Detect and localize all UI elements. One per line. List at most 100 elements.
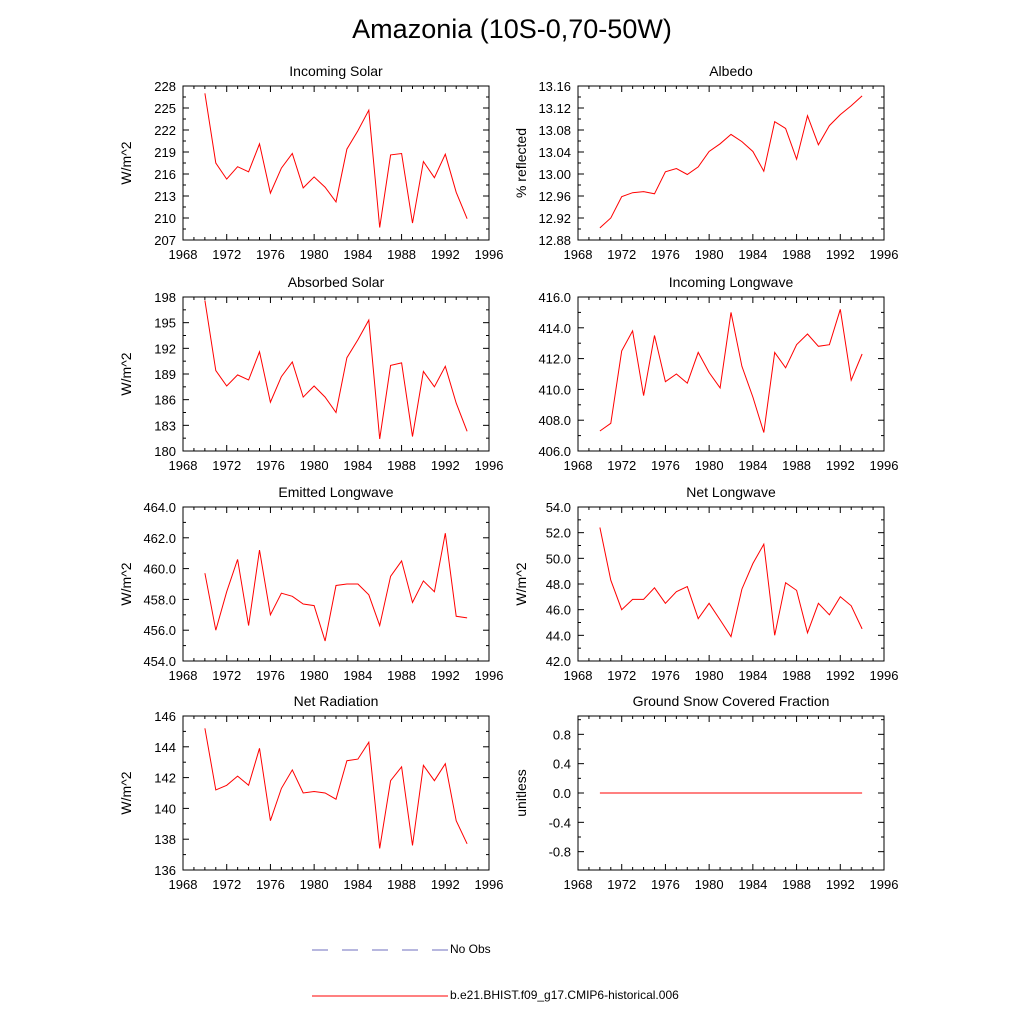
x-tick-label: 1968	[169, 247, 198, 262]
x-tick-label: 1996	[475, 877, 504, 892]
x-tick-label: 1972	[212, 458, 241, 473]
y-tick-label: 454.0	[143, 654, 176, 669]
legend-model-label: b.e21.BHIST.f09_g17.CMIP6-historical.006	[450, 988, 679, 1002]
panel-8: 1968 1972 1976 1980 1984 1988 1992 1996 -0.8 -0.4…	[513, 693, 898, 892]
y-tick-label: 13.00	[538, 167, 571, 182]
plot-frame	[182, 85, 490, 241]
x-tick-label: 1976	[256, 668, 285, 683]
panel-2: 1968 1972 1976 1980 1984 1988 1992 1996 12.88 12.…	[513, 63, 898, 262]
panel-title: Net Longwave	[686, 484, 776, 500]
y-tick-label: 406.0	[538, 444, 571, 459]
x-tick-label: 1972	[607, 247, 636, 262]
x-tick-label: 1984	[343, 247, 372, 262]
y-axis-label: unitless	[513, 769, 529, 816]
y-tick-label: 48.0	[546, 577, 571, 592]
x-tick-label: 1984	[343, 668, 372, 683]
panel-3: 1968 1972 1976 1980 1984 1988 1992 1996 180 183 18…	[118, 274, 503, 473]
x-tick-label: 1972	[212, 877, 241, 892]
x-tick-label: 1996	[870, 668, 899, 683]
y-tick-label: 50.0	[546, 551, 571, 566]
y-tick-label: 192	[154, 341, 176, 356]
y-axis-label: W/m^2	[513, 562, 529, 605]
y-tick-label: 180	[154, 444, 176, 459]
x-tick-label: 1980	[695, 458, 724, 473]
x-tick-label: 1992	[431, 668, 460, 683]
panel-4: 1968 1972 1976 1980 1984 1988 1992 1996 406.0 408…	[538, 274, 898, 473]
x-tick-label: 1968	[564, 877, 593, 892]
y-tick-label: 412.0	[538, 352, 571, 367]
y-tick-label: 142	[154, 771, 176, 786]
y-tick-label: 0.4	[553, 757, 571, 772]
x-tick-label: 1984	[738, 458, 767, 473]
y-axis-label: W/m^2	[118, 771, 134, 814]
series-line	[599, 527, 863, 638]
y-tick-label: 44.0	[546, 628, 571, 643]
y-tick-label: 13.04	[538, 145, 571, 160]
x-tick-label: 1972	[212, 247, 241, 262]
y-tick-label: 13.12	[538, 101, 571, 116]
series-line	[204, 728, 468, 849]
y-axis-label: W/m^2	[118, 352, 134, 395]
x-tick-label: 1980	[695, 668, 724, 683]
plot-frame	[577, 85, 885, 241]
x-tick-label: 1972	[607, 458, 636, 473]
x-tick-label: 1980	[695, 247, 724, 262]
x-tick-label: 1980	[300, 877, 329, 892]
panel-6: 1968 1972 1976 1980 1984 1988 1992 1996 42.0 44.0…	[513, 484, 898, 683]
y-tick-label: 414.0	[538, 321, 571, 336]
x-tick-label: 1972	[212, 668, 241, 683]
page-title: Amazonia (10S-0,70-50W)	[352, 14, 672, 44]
x-tick-label: 1968	[564, 668, 593, 683]
y-tick-label: 186	[154, 393, 176, 408]
series-line	[599, 309, 863, 433]
x-tick-label: 1988	[387, 668, 416, 683]
x-tick-label: 1980	[300, 247, 329, 262]
x-tick-label: 1980	[300, 458, 329, 473]
x-tick-label: 1972	[607, 668, 636, 683]
x-tick-label: 1980	[300, 668, 329, 683]
x-tick-label: 1980	[695, 877, 724, 892]
y-tick-label: 52.0	[546, 526, 571, 541]
y-tick-label: 146	[154, 709, 176, 724]
x-tick-label: 1976	[651, 458, 680, 473]
panel-title: Net Radiation	[294, 693, 379, 709]
x-tick-label: 1988	[782, 247, 811, 262]
y-tick-label: 13.08	[538, 123, 571, 138]
x-tick-label: 1988	[782, 877, 811, 892]
y-tick-label: 410.0	[538, 382, 571, 397]
y-tick-label: 416.0	[538, 290, 571, 305]
x-tick-label: 1968	[564, 458, 593, 473]
x-tick-label: 1988	[387, 877, 416, 892]
x-tick-label: 1976	[651, 247, 680, 262]
y-tick-label: 12.92	[538, 211, 571, 226]
panel-7: 1968 1972 1976 1980 1984 1988 1992 1996 136 138 14…	[118, 693, 503, 892]
x-tick-label: 1988	[782, 668, 811, 683]
y-tick-label: 183	[154, 418, 176, 433]
y-tick-label: 13.16	[538, 79, 571, 94]
series-line	[204, 93, 468, 228]
x-tick-label: 1976	[256, 877, 285, 892]
y-tick-label: 408.0	[538, 413, 571, 428]
series-line	[599, 95, 863, 229]
plot-frame	[182, 715, 490, 871]
x-tick-label: 1968	[169, 458, 198, 473]
x-tick-label: 1988	[387, 247, 416, 262]
y-tick-label: 144	[154, 740, 176, 755]
y-tick-label: 42.0	[546, 654, 571, 669]
x-tick-label: 1984	[343, 458, 372, 473]
plot-frame	[182, 296, 490, 452]
y-tick-label: 138	[154, 832, 176, 847]
x-tick-label: 1996	[870, 247, 899, 262]
y-tick-label: 460.0	[143, 562, 176, 577]
x-tick-label: 1968	[169, 668, 198, 683]
y-tick-label: 54.0	[546, 500, 571, 515]
y-tick-label: 210	[154, 211, 176, 226]
x-tick-label: 1984	[738, 668, 767, 683]
y-tick-label: 0.0	[553, 786, 571, 801]
y-tick-label: 458.0	[143, 592, 176, 607]
x-tick-label: 1976	[651, 668, 680, 683]
y-tick-label: 228	[154, 79, 176, 94]
plot-frame	[577, 296, 885, 452]
y-axis-label: % reflected	[513, 128, 529, 198]
